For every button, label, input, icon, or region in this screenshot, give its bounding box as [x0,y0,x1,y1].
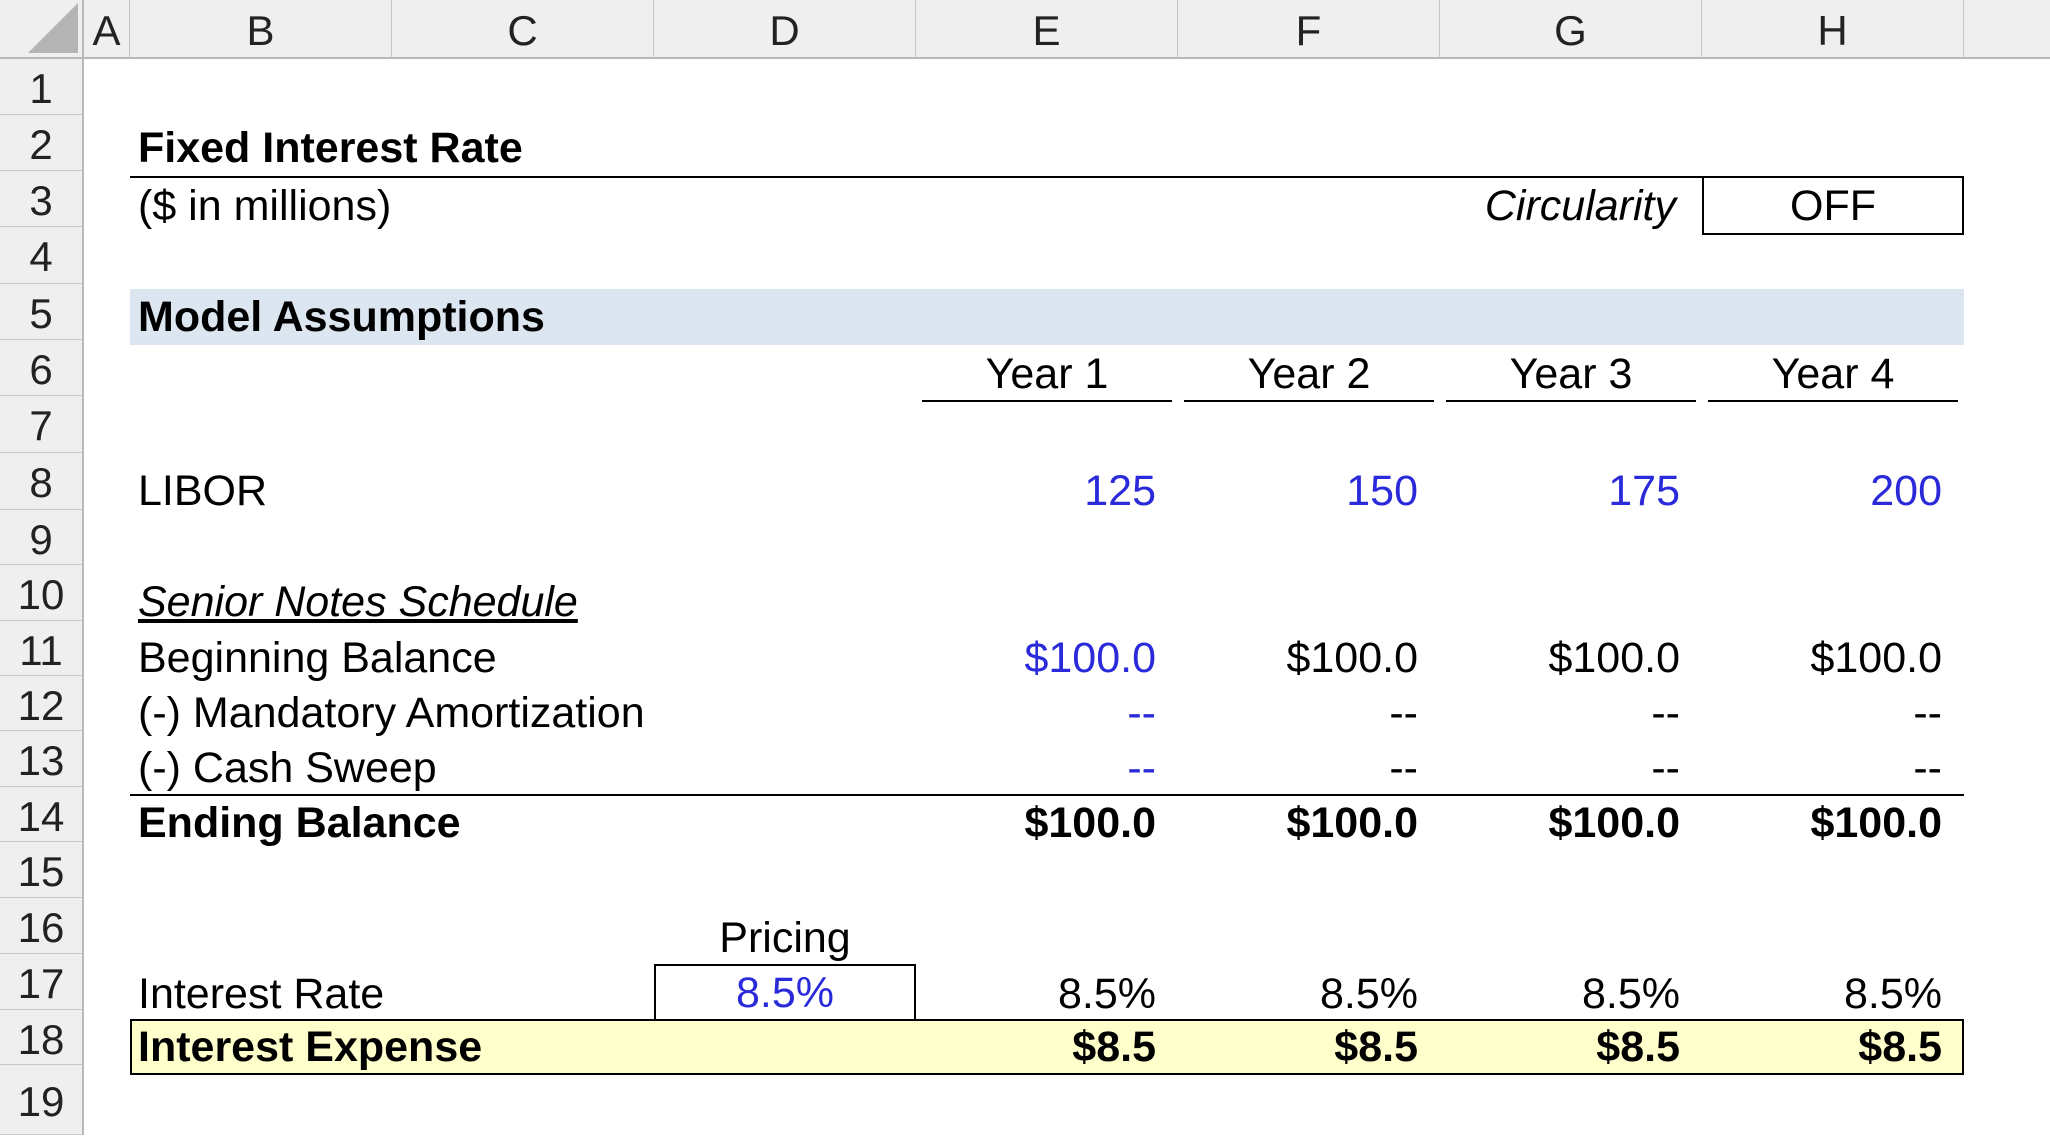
year-4-header: Year 4 [1771,350,1895,398]
cash-sweep-label: (-) Cash Sweep [138,744,437,792]
column-header-h[interactable]: H [1702,0,1964,59]
row-header-16[interactable]: 16 [0,898,84,954]
beginning-balance-year-1[interactable]: $100.0 [1024,634,1156,682]
libor-year-3[interactable]: 175 [1608,467,1680,515]
model-assumptions-band [130,289,1964,345]
circularity-toggle[interactable]: OFF [1702,176,1964,235]
row-header-13[interactable]: 13 [0,731,84,787]
mandatory-amortization-label: (-) Mandatory Amortization [138,689,645,737]
column-header-c[interactable]: C [392,0,654,59]
year-3-header: Year 3 [1509,350,1633,398]
cash-sweep-year-1[interactable]: -- [1127,744,1156,792]
row-header-11[interactable]: 11 [0,621,84,676]
beginning-balance-year-4[interactable]: $100.0 [1810,634,1942,682]
column-header-e[interactable]: E [916,0,1178,59]
libor-label: LIBOR [138,467,268,515]
libor-year-2[interactable]: 150 [1346,467,1418,515]
ending-balance-top-border [130,794,1964,796]
row-header-5[interactable]: 5 [0,284,84,340]
column-header-g[interactable]: G [1440,0,1702,59]
row-header-6[interactable]: 6 [0,340,84,396]
year-2-underline [1184,400,1434,402]
row-header-2[interactable]: 2 [0,115,84,171]
beginning-balance-year-3[interactable]: $100.0 [1548,634,1680,682]
pricing-header: Pricing [719,914,851,962]
select-all-triangle-icon [28,3,78,53]
libor-year-4[interactable]: 200 [1870,467,1942,515]
cash-sweep-year-4[interactable]: -- [1913,744,1942,792]
interest-expense-highlight [130,1019,1964,1075]
column-header-i[interactable] [1964,0,2050,59]
row-header-18[interactable]: 18 [0,1010,84,1065]
schedule-title: Senior Notes Schedule [138,578,578,626]
ending-balance-year-1[interactable]: $100.0 [1024,799,1156,847]
year-4-underline [1708,400,1958,402]
mandatory-amortization-year-3[interactable]: -- [1651,689,1680,737]
column-header-b[interactable]: B [130,0,392,59]
interest-rate-year-4[interactable]: 8.5% [1843,970,1942,1018]
pricing-input[interactable]: 8.5% [654,964,916,1021]
row-header-14[interactable]: 14 [0,787,84,842]
title-underline [130,176,1702,178]
circularity-value: OFF [1790,182,1876,230]
cash-sweep-year-2[interactable]: -- [1389,744,1418,792]
beginning-balance-label: Beginning Balance [138,634,497,682]
year-1-header: Year 1 [985,350,1109,398]
year-2-header: Year 2 [1247,350,1371,398]
interest-rate-year-1[interactable]: 8.5% [1057,970,1156,1018]
select-all-corner[interactable] [0,0,84,59]
sheet-title: Fixed Interest Rate [138,124,523,172]
interest-expense-year-4[interactable]: $8.5 [1858,1023,1942,1071]
row-header-17[interactable]: 17 [0,954,84,1010]
beginning-balance-year-2[interactable]: $100.0 [1286,634,1418,682]
row-header-15[interactable]: 15 [0,842,84,898]
row-header-19[interactable]: 19 [0,1065,84,1135]
interest-rate-label: Interest Rate [138,970,385,1018]
year-3-underline [1446,400,1696,402]
ending-balance-year-2[interactable]: $100.0 [1286,799,1418,847]
libor-year-1[interactable]: 125 [1084,467,1156,515]
mandatory-amortization-year-2[interactable]: -- [1389,689,1418,737]
pricing-value: 8.5% [735,969,834,1017]
row-header-9[interactable]: 9 [0,510,84,565]
column-header-f[interactable]: F [1178,0,1440,59]
row-header-8[interactable]: 8 [0,453,84,510]
row-header-7[interactable]: 7 [0,396,84,453]
row-header-3[interactable]: 3 [0,171,84,227]
interest-rate-year-2[interactable]: 8.5% [1319,970,1418,1018]
interest-expense-label: Interest Expense [138,1023,483,1071]
interest-expense-year-1[interactable]: $8.5 [1072,1023,1156,1071]
mandatory-amortization-year-4[interactable]: -- [1913,689,1942,737]
row-header-1[interactable]: 1 [0,59,84,115]
section-title: Model Assumptions [138,293,545,341]
circularity-label: Circularity [1484,182,1676,230]
ending-balance-year-4[interactable]: $100.0 [1810,799,1942,847]
row-header-12[interactable]: 12 [0,676,84,731]
ending-balance-label: Ending Balance [138,799,461,847]
mandatory-amortization-year-1[interactable]: -- [1127,689,1156,737]
interest-expense-year-2[interactable]: $8.5 [1334,1023,1418,1071]
column-header-d[interactable]: D [654,0,916,59]
row-header-10[interactable]: 10 [0,565,84,621]
interest-rate-year-3[interactable]: 8.5% [1581,970,1680,1018]
column-header-a[interactable]: A [84,0,130,59]
cash-sweep-year-3[interactable]: -- [1651,744,1680,792]
ending-balance-year-3[interactable]: $100.0 [1548,799,1680,847]
units-label: ($ in millions) [138,182,392,230]
interest-expense-year-3[interactable]: $8.5 [1596,1023,1680,1071]
year-1-underline [922,400,1172,402]
row-header-4[interactable]: 4 [0,227,84,284]
